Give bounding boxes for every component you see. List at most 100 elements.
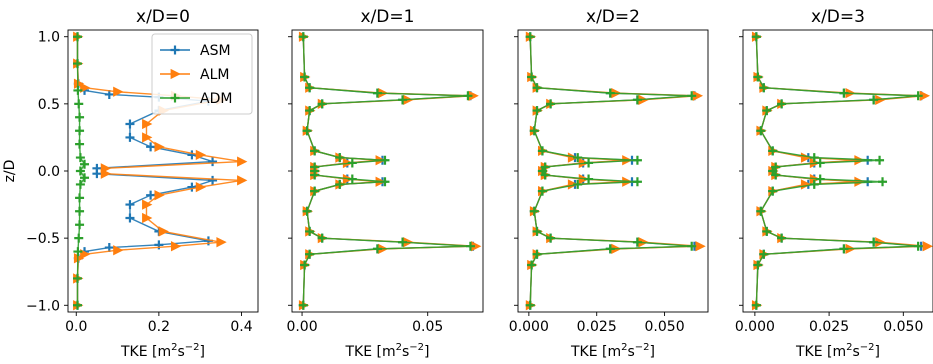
data-point — [380, 177, 390, 187]
subplot-1: 0.00 0.05 x/D=1 TKE [m2s−2] — [286, 7, 484, 360]
x-tick-label: 0.4 — [230, 319, 252, 335]
data-point — [305, 106, 315, 116]
data-point — [687, 241, 697, 251]
data-point — [532, 106, 542, 116]
data-point — [398, 237, 408, 247]
data-point — [146, 190, 156, 200]
data-point — [80, 173, 90, 183]
data-point — [759, 249, 769, 259]
data-point — [125, 119, 135, 129]
y-axis-label: z/D — [2, 160, 18, 183]
data-point — [73, 247, 83, 257]
data-point — [756, 206, 766, 216]
data-point — [80, 159, 90, 169]
x-tick-label: 0.05 — [412, 319, 443, 335]
x-tick-label: 0.000 — [509, 319, 549, 335]
data-point — [216, 237, 227, 248]
data-point — [532, 83, 542, 93]
plot-area — [751, 31, 933, 311]
data-point — [913, 241, 923, 251]
x-axis-label: TKE [m2s−2] — [570, 342, 655, 360]
data-point — [187, 150, 197, 160]
data-point — [75, 112, 85, 122]
data-point — [154, 141, 165, 152]
legend-marker — [170, 68, 181, 80]
data-point — [463, 91, 473, 101]
data-point — [75, 220, 85, 230]
series-adm — [73, 32, 90, 310]
data-point — [687, 91, 697, 101]
data-point — [300, 260, 310, 270]
data-point — [532, 249, 542, 259]
data-point — [878, 177, 888, 187]
data-point — [80, 82, 91, 93]
data-point — [74, 99, 84, 109]
data-point — [73, 32, 82, 42]
data-point — [854, 176, 865, 187]
data-point — [584, 174, 594, 184]
subplot-2: 0.000 0.025 0.050 x/D=2 TKE [m2s−2] — [509, 7, 709, 360]
data-point — [310, 170, 320, 180]
data-point — [75, 179, 85, 189]
data-point — [546, 233, 556, 243]
data-point — [695, 241, 706, 252]
data-point — [347, 158, 357, 168]
data-point — [567, 152, 579, 163]
series-line — [302, 36, 473, 306]
legend-label: ALM — [200, 67, 229, 83]
data-point — [753, 72, 763, 82]
data-point — [310, 186, 320, 196]
data-point — [768, 186, 778, 196]
data-point — [142, 212, 153, 224]
data-point — [305, 249, 315, 259]
data-point — [125, 132, 135, 142]
data-point — [73, 273, 82, 283]
data-point — [839, 244, 849, 254]
data-point — [187, 182, 197, 192]
data-point — [605, 88, 615, 98]
data-point — [142, 199, 153, 210]
legend-marker — [170, 45, 180, 55]
data-point — [815, 158, 825, 168]
data-point — [632, 95, 642, 105]
data-point — [113, 86, 124, 97]
legend-label: ADM — [200, 91, 232, 107]
axes-frame — [291, 29, 484, 313]
plot-area — [298, 31, 482, 311]
data-point — [632, 177, 642, 187]
x-tick-label: 0.050 — [645, 319, 685, 335]
data-point — [170, 241, 182, 252]
data-point — [335, 153, 345, 163]
series-asm — [525, 32, 699, 310]
x-axis-label: TKE [m2s−2] — [344, 342, 429, 360]
data-point — [398, 95, 408, 105]
data-point — [527, 260, 537, 270]
data-point — [839, 88, 849, 98]
data-point — [869, 237, 879, 247]
x-tick-label: 0.0 — [65, 319, 87, 335]
series-alm — [751, 31, 933, 311]
data-point — [372, 88, 382, 98]
data-point — [208, 175, 218, 185]
subplot-title: x/D=0 — [136, 7, 190, 27]
data-point — [913, 91, 923, 101]
data-point — [529, 126, 539, 136]
series-line — [302, 36, 476, 306]
data-point — [573, 179, 583, 189]
data-point — [75, 139, 85, 149]
legend-entry-asm: ASM — [160, 43, 231, 59]
data-point — [73, 85, 83, 95]
legend-entry-adm: ADM — [160, 91, 232, 107]
data-point — [762, 226, 772, 236]
data-point — [347, 174, 357, 184]
series-alm — [525, 31, 706, 311]
data-point — [125, 213, 135, 223]
data-point — [537, 186, 547, 196]
series-line — [529, 36, 700, 306]
subplot-0: 0.0 0.2 0.4 −1.0 −0.5 0.0 0.5 1.0 x/D=0 TKE [m2s−… — [2, 7, 259, 360]
y-tick-label: −0.5 — [26, 231, 60, 247]
data-point — [632, 155, 642, 165]
data-point — [317, 99, 327, 109]
data-point — [532, 226, 542, 236]
data-point — [310, 146, 320, 156]
